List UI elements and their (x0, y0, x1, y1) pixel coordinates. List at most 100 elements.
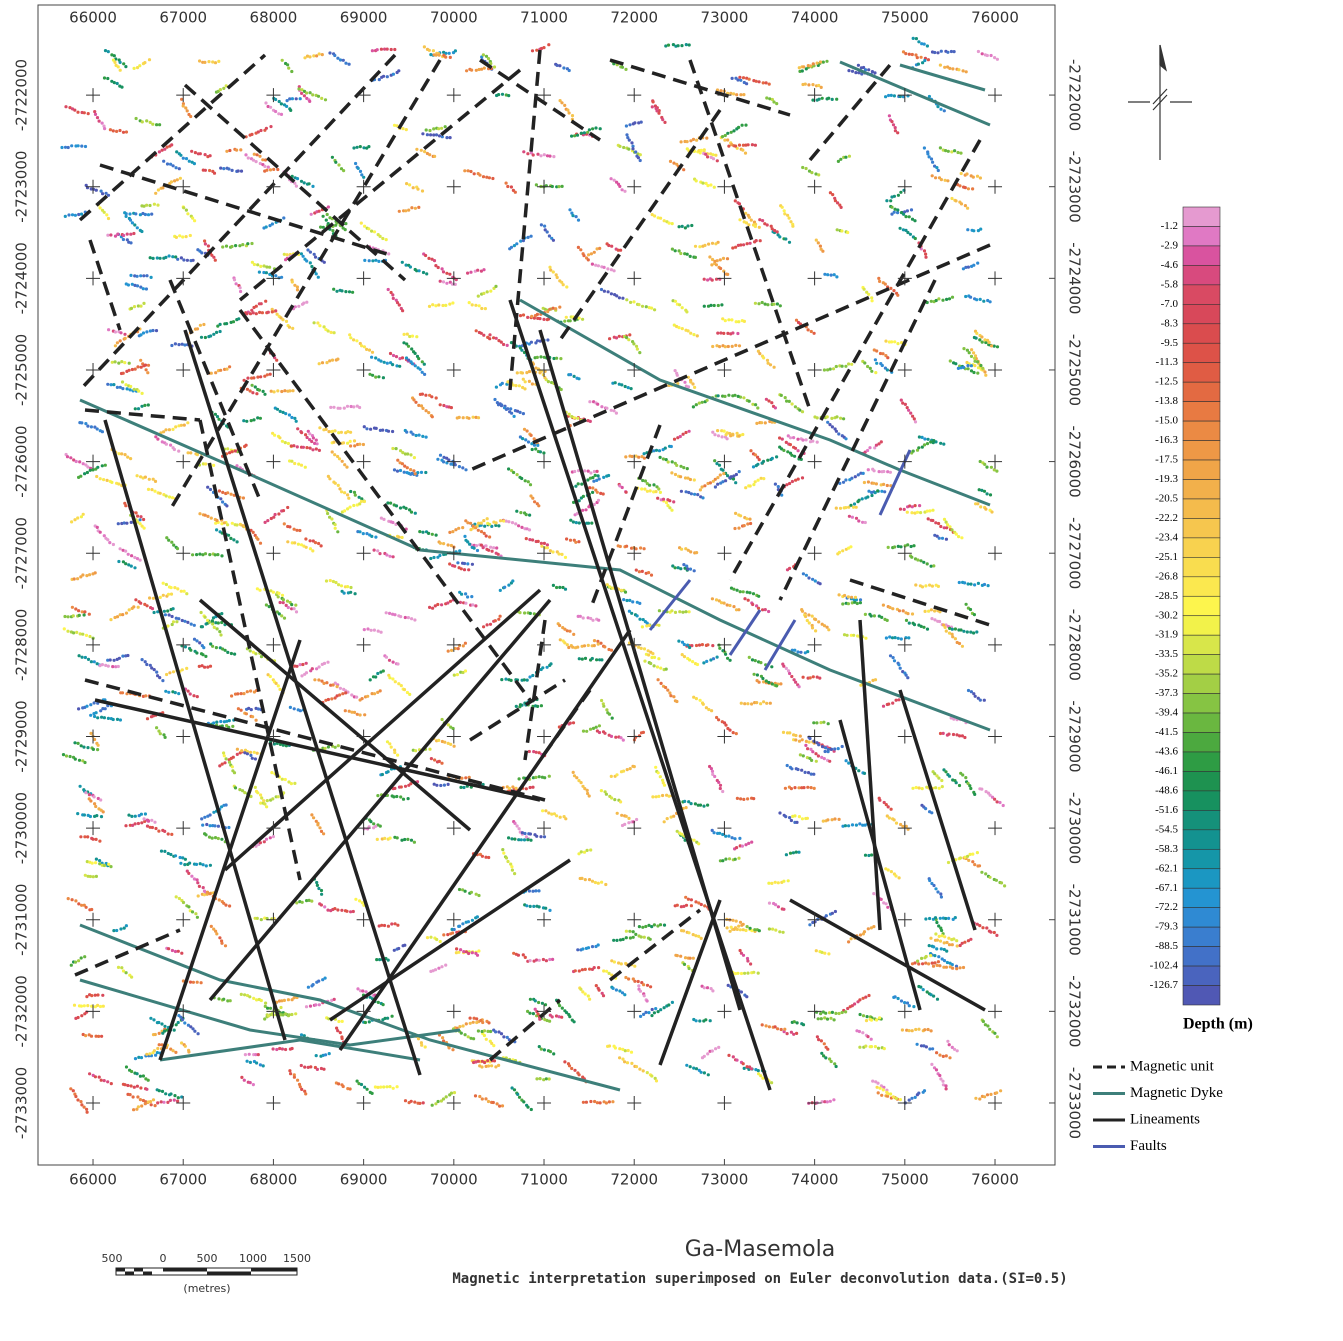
euler-point (175, 895, 178, 898)
euler-point (735, 920, 738, 923)
euler-point (713, 433, 716, 436)
euler-point (423, 45, 426, 48)
euler-point (200, 981, 203, 984)
euler-point (543, 776, 546, 779)
euler-point (254, 757, 257, 760)
euler-point (608, 585, 611, 588)
euler-point (775, 102, 778, 105)
euler-point (983, 490, 986, 493)
euler-point (605, 970, 608, 973)
euler-point (300, 1088, 303, 1091)
euler-point (574, 485, 577, 488)
euler-point (77, 213, 80, 216)
euler-point (657, 624, 660, 627)
euler-point (425, 128, 428, 131)
euler-point (892, 1095, 895, 1098)
euler-point (899, 667, 902, 670)
euler-point (577, 482, 580, 485)
euler-point (130, 565, 133, 568)
euler-point (349, 490, 352, 493)
euler-point (215, 331, 218, 334)
euler-point (947, 150, 950, 153)
euler-point (121, 387, 124, 390)
euler-point (927, 517, 930, 520)
euler-point (320, 97, 323, 100)
euler-point (180, 98, 183, 101)
euler-point (172, 544, 175, 547)
euler-point (736, 432, 739, 435)
euler-point (931, 962, 934, 965)
euler-point (539, 1077, 542, 1080)
euler-point (358, 899, 361, 902)
euler-point (320, 830, 323, 833)
euler-point (438, 554, 441, 557)
euler-point (341, 1020, 344, 1023)
euler-point (538, 905, 541, 908)
euler-point (897, 545, 900, 548)
euler-point (526, 838, 529, 841)
euler-point (914, 504, 917, 507)
euler-point (870, 1038, 873, 1041)
euler-point (256, 416, 259, 419)
euler-point (255, 305, 258, 308)
euler-point (137, 606, 140, 609)
euler-point (421, 435, 424, 438)
euler-point (855, 517, 858, 520)
euler-point (746, 522, 749, 525)
euler-point (374, 536, 377, 539)
euler-point (695, 697, 698, 700)
euler-point (785, 400, 788, 403)
euler-point (758, 929, 761, 932)
euler-point (751, 603, 754, 606)
euler-point (743, 524, 746, 527)
euler-point (136, 365, 139, 368)
euler-point (275, 1048, 278, 1051)
euler-point (491, 550, 494, 553)
euler-point (593, 966, 596, 969)
euler-point (687, 931, 690, 934)
euler-point (89, 703, 92, 706)
euler-point (919, 511, 922, 514)
euler-point (945, 966, 948, 969)
euler-point (478, 304, 481, 307)
euler-point (979, 176, 982, 179)
euler-point (680, 548, 683, 551)
euler-point (943, 935, 946, 938)
euler-point (371, 351, 374, 354)
euler-point (801, 476, 804, 479)
euler-point (953, 149, 956, 152)
euler-point (411, 335, 414, 338)
euler-point (262, 799, 265, 802)
euler-point (96, 116, 99, 119)
euler-point (139, 515, 142, 518)
euler-point (522, 313, 525, 316)
euler-point (846, 231, 849, 234)
euler-point (797, 478, 800, 481)
euler-point (744, 124, 747, 127)
euler-point (326, 661, 329, 664)
euler-point (174, 691, 177, 694)
euler-point (528, 514, 531, 517)
euler-point (288, 389, 291, 392)
euler-point (252, 376, 255, 379)
euler-point (674, 473, 677, 476)
euler-point (870, 296, 873, 299)
euler-point (315, 439, 318, 442)
euler-point (944, 626, 947, 629)
euler-point (551, 550, 554, 553)
euler-point (413, 1101, 416, 1104)
euler-point (334, 527, 337, 530)
euler-point (396, 470, 399, 473)
euler-point (370, 629, 373, 632)
euler-point (381, 237, 384, 240)
euler-point (163, 1025, 166, 1028)
euler-point (738, 144, 741, 147)
euler-point (433, 259, 436, 262)
euler-point (560, 101, 563, 104)
euler-point (940, 895, 943, 898)
euler-point (531, 382, 534, 385)
euler-point (507, 520, 510, 523)
euler-point (211, 837, 214, 840)
euler-point (596, 640, 599, 643)
euler-point (798, 740, 801, 743)
